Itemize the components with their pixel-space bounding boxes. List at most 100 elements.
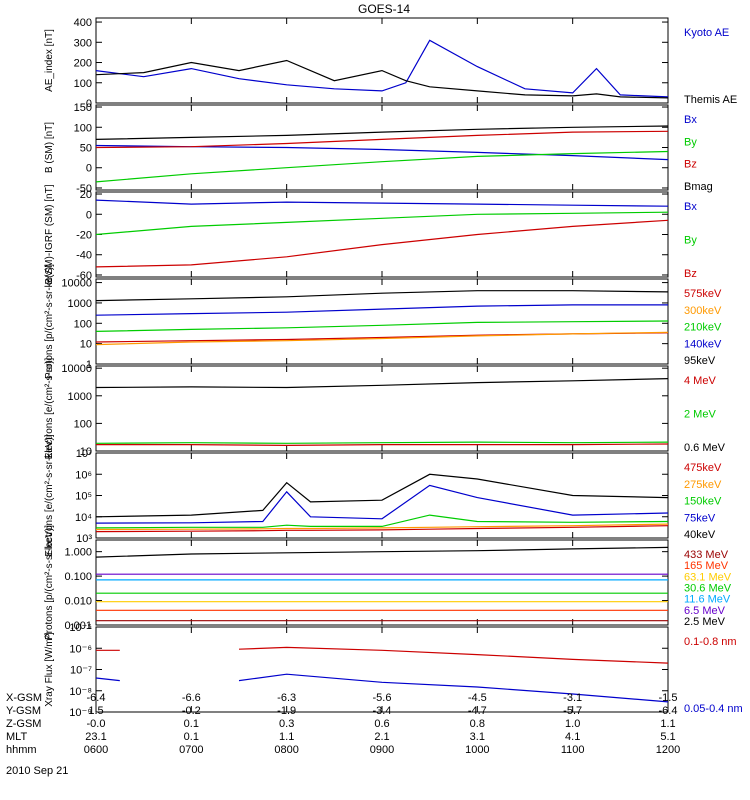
series-line bbox=[95, 290, 669, 302]
legend-entry: 165 MeV bbox=[684, 560, 729, 572]
legend-entry: 433 MeV bbox=[684, 549, 729, 561]
footer-value: -6.3 bbox=[277, 692, 296, 704]
footer-value: -3.1 bbox=[563, 692, 582, 704]
series-line bbox=[95, 211, 669, 236]
y-tick-label: 150 bbox=[74, 102, 92, 114]
legend-entry: 63.1 MeV bbox=[684, 571, 732, 583]
footer-value: 0600 bbox=[84, 744, 108, 756]
y-tick-label: 10 bbox=[80, 339, 92, 351]
legend-entry: 210keV bbox=[684, 322, 722, 334]
legend-entry: 4 MeV bbox=[684, 375, 716, 387]
legend-entry: By bbox=[684, 136, 697, 148]
y-tick-label: 300 bbox=[74, 37, 92, 49]
legend-entry: Kyoto AE bbox=[684, 27, 729, 39]
series-line bbox=[96, 646, 669, 664]
footer-value: -1.9 bbox=[277, 705, 296, 717]
legend-entry: Bz bbox=[684, 268, 697, 280]
y-tick-label: 100 bbox=[74, 122, 92, 134]
series-line bbox=[95, 199, 669, 207]
series-line bbox=[95, 514, 669, 529]
footer-row-label: hhmm bbox=[6, 744, 37, 756]
footer-row-label: Z-GSM bbox=[6, 718, 41, 730]
series-line bbox=[95, 523, 669, 531]
footer-value: 1200 bbox=[656, 744, 680, 756]
legend-entry: 30.6 MeV bbox=[684, 583, 732, 595]
y-tick-label: 100 bbox=[74, 418, 92, 430]
legend-entry: 2.5 MeV bbox=[684, 616, 726, 628]
legend-entry: 75keV bbox=[684, 512, 716, 524]
y-tick-label: 0.001 bbox=[64, 620, 92, 632]
footer-value: 0.1 bbox=[184, 718, 199, 730]
series-line bbox=[95, 39, 669, 98]
y-tick-label: 10⁻⁹ bbox=[69, 707, 92, 719]
footer-date: 2010 Sep 21 bbox=[6, 765, 68, 777]
panel-2: 150 100 50 0 -50 B (SM) [nT] Bx By Bz Bmag bbox=[44, 102, 713, 195]
y-axis-label: Electrons [e/(cm²-s-sr)] bbox=[44, 357, 55, 459]
y-tick-label: 1000 bbox=[68, 298, 92, 310]
footer-value: 1.1 bbox=[279, 731, 294, 743]
y-tick-label: -50 bbox=[76, 183, 92, 195]
footer-value: -6.4 bbox=[659, 705, 678, 717]
footer-value: 0.8 bbox=[470, 718, 485, 730]
legend-entry: 150keV bbox=[684, 496, 722, 508]
series-line bbox=[95, 59, 669, 99]
footer-value: 23.1 bbox=[85, 731, 106, 743]
legend-entry: Themis AE bbox=[684, 94, 737, 106]
series-line bbox=[95, 673, 669, 703]
footer-value: 2.1 bbox=[374, 731, 389, 743]
series-line bbox=[95, 331, 669, 346]
y-tick-label: 10⁶ bbox=[75, 469, 92, 481]
footer-row-label: Y-GSM bbox=[6, 705, 41, 717]
y-tick-label: 10⁻⁶ bbox=[69, 643, 92, 655]
footer-value: 5.1 bbox=[660, 731, 675, 743]
y-tick-label: 10³ bbox=[76, 533, 92, 545]
y-tick-label: 10000 bbox=[61, 363, 92, 375]
panel-frame bbox=[95, 17, 669, 104]
panel-frame bbox=[95, 104, 669, 191]
y-tick-label: -20 bbox=[76, 230, 92, 242]
series-line bbox=[95, 320, 669, 332]
panel-8: 10⁻⁵ 10⁻⁶ 10⁻⁷ 10⁻⁸ 10⁻⁹ Xray Flux [W/m²] 0.1-… bbox=[44, 622, 743, 719]
legend-entry: 300keV bbox=[684, 305, 722, 317]
legend-entry: 2 MeV bbox=[684, 409, 716, 421]
y-axis-label: B (SM) [nT] bbox=[44, 122, 55, 173]
footer-value: -3.4 bbox=[373, 705, 392, 717]
footer-value: -1.5 bbox=[659, 692, 678, 704]
y-tick-label: 20 bbox=[80, 189, 92, 201]
panel-7: 1.000 0.100 0.010 0.001 Protons [p/(cm²-s-sr… bbox=[44, 525, 732, 640]
footer-value: 0800 bbox=[274, 744, 298, 756]
series-line bbox=[96, 443, 669, 447]
y-axis-label: Xray Flux [W/m²] bbox=[44, 632, 55, 707]
legend-entry: 575keV bbox=[684, 288, 722, 300]
panel-5: 10000 1000 100 10 Electrons [e/(cm²-s-sr)] 4 … bbox=[44, 357, 726, 459]
footer-row-label: X-GSM bbox=[6, 692, 42, 704]
y-tick-label: 1000 bbox=[68, 391, 92, 403]
series-line bbox=[95, 546, 669, 558]
legend-entry: 275keV bbox=[684, 479, 722, 491]
y-tick-label: 10⁵ bbox=[75, 491, 92, 503]
panel-frame bbox=[95, 365, 669, 452]
legend-entry: 95keV bbox=[684, 355, 716, 367]
y-axis-label: Electrons [e/(cm²-s-sr-keV)] bbox=[44, 434, 55, 556]
legend-entry: 0.1-0.8 nm bbox=[684, 636, 737, 648]
y-tick-label: 200 bbox=[74, 58, 92, 70]
legend-entry: 0.6 MeV bbox=[684, 442, 726, 454]
y-tick-label: 10000 bbox=[61, 278, 92, 290]
footer-value: 0900 bbox=[370, 744, 394, 756]
y-axis-label: Protons [p/(cm²-s-sr-keV)] bbox=[44, 525, 55, 640]
footer-value: -5.6 bbox=[373, 692, 392, 704]
footer-value: 0.1 bbox=[184, 731, 199, 743]
y-tick-label: -40 bbox=[76, 250, 92, 262]
figure-title: GOES-14 bbox=[358, 2, 410, 16]
y-tick-label: 0 bbox=[86, 209, 92, 221]
legend-entry: 475keV bbox=[684, 462, 722, 474]
y-tick-label: 10⁷ bbox=[76, 448, 92, 460]
footer-value: -5.7 bbox=[563, 705, 582, 717]
legend-entry: 140keV bbox=[684, 338, 722, 350]
series-line bbox=[95, 484, 669, 524]
y-tick-label: 1 bbox=[86, 359, 92, 371]
legend-entry: Bmag bbox=[684, 181, 713, 193]
series-line bbox=[95, 378, 669, 389]
y-tick-label: 1.000 bbox=[64, 547, 92, 559]
